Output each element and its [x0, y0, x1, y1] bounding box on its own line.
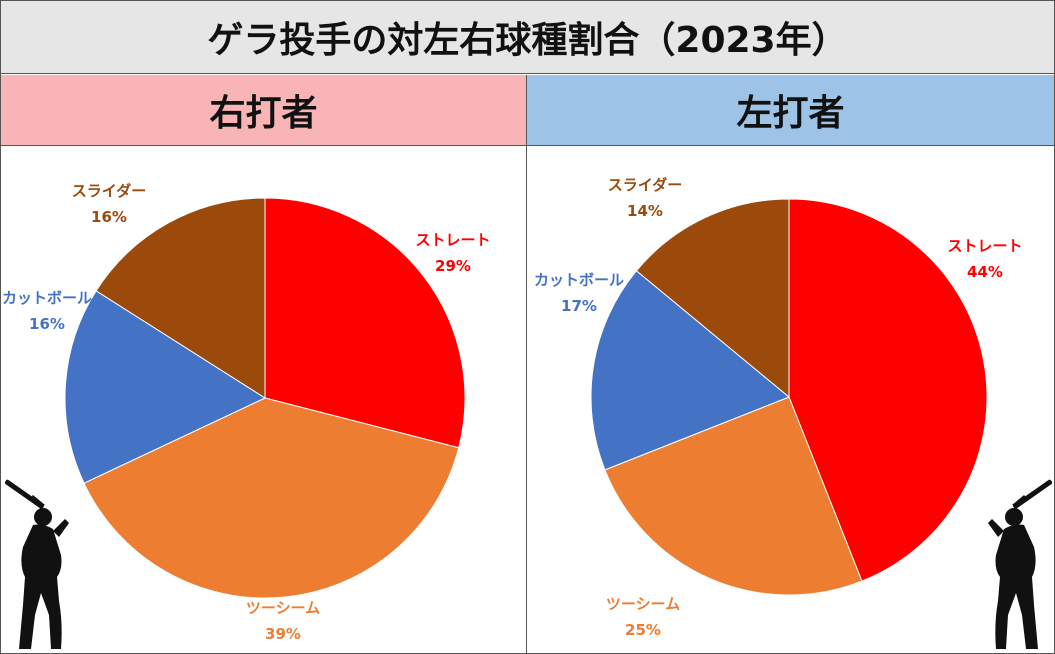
- left-batter-header: 左打者: [527, 75, 1054, 146]
- pie-slice: [264, 197, 466, 449]
- pie-slice: [604, 396, 863, 596]
- slice-name: ツーシーム: [245, 599, 321, 617]
- slice-value: 16%: [29, 315, 65, 333]
- left-batter-pie-chart: [590, 198, 988, 596]
- right-batter-header: 右打者: [1, 75, 526, 146]
- pie-slice: [788, 198, 988, 582]
- pie-slice: [95, 197, 266, 399]
- slice-name: カットボール: [533, 271, 625, 289]
- slice-value: 14%: [627, 202, 663, 220]
- slice-name: カットボール: [1, 289, 93, 307]
- slice-label: スライダー 16%: [72, 178, 146, 230]
- slice-label: ツーシーム 39%: [246, 595, 320, 647]
- slice-label: ツーシーム 25%: [606, 591, 680, 643]
- panel-divider: [526, 75, 527, 653]
- slice-label: カットボール 17%: [534, 267, 624, 319]
- slice-name: ストレート: [947, 237, 1023, 255]
- batter-silhouette-icon: [988, 479, 1052, 649]
- slice-label: カットボール 16%: [2, 285, 92, 337]
- right-batter-pie-chart: [64, 197, 466, 599]
- pie-slice: [590, 270, 790, 471]
- slice-value: 17%: [561, 297, 597, 315]
- slice-name: スライダー: [71, 182, 147, 200]
- slice-value: 44%: [967, 263, 1003, 281]
- pie-slice: [83, 397, 460, 599]
- slice-name: スライダー: [607, 176, 683, 194]
- slice-value: 25%: [625, 621, 661, 639]
- pie-slice: [635, 198, 790, 399]
- slice-value: 39%: [265, 625, 301, 643]
- slice-value: 29%: [435, 257, 471, 275]
- slice-name: ツーシーム: [605, 595, 681, 613]
- slice-value: 16%: [91, 208, 127, 226]
- right-batter-panel: ストレート 29% ツーシーム 39% カットボール 16% スライダー 16%: [1, 147, 526, 653]
- slice-label: ストレート 44%: [947, 233, 1022, 285]
- page-title: ゲラ投手の対左右球種割合（2023年）: [1, 1, 1054, 74]
- slice-name: ストレート: [415, 231, 491, 249]
- slice-label: ストレート 29%: [415, 227, 490, 279]
- slice-label: スライダー 14%: [608, 172, 682, 224]
- pie-slice: [64, 290, 267, 484]
- left-batter-panel: ストレート 44% ツーシーム 25% カットボール 17% スライダー 14%: [527, 147, 1054, 653]
- batter-silhouette-icon: [5, 479, 69, 649]
